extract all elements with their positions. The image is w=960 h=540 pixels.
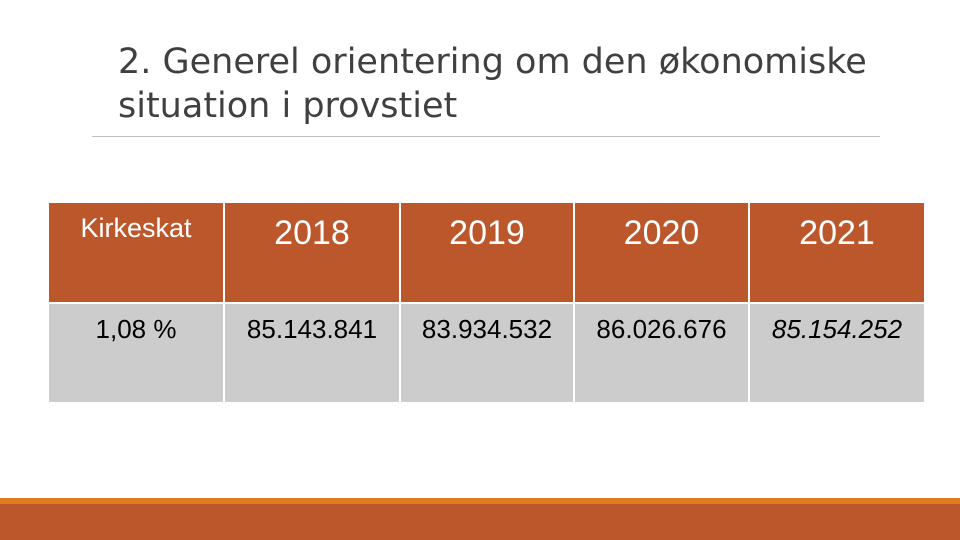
value-2019: 83.934.532 (399, 302, 575, 404)
row-label-cell: 1,08 % (47, 302, 225, 404)
header-year-2019: 2019 (399, 201, 575, 304)
title-divider (92, 136, 880, 137)
header-year-2020: 2020 (573, 201, 750, 304)
footer-bar (0, 504, 960, 540)
header-label-cell: Kirkeskat (47, 201, 225, 304)
table-header-row: Kirkeskat 2018 2019 2020 2021 (47, 201, 926, 304)
header-year-2021: 2021 (748, 201, 926, 304)
slide-title-line-2: situation i provstiet (118, 86, 458, 126)
value-2020: 86.026.676 (573, 302, 750, 404)
header-year-2018: 2018 (223, 201, 401, 304)
slide-title: 2. Generel orientering om den økonomiske… (118, 40, 878, 128)
value-2018: 85.143.841 (223, 302, 401, 404)
footer-accent-bar (0, 498, 960, 504)
value-2021: 85.154.252 (748, 302, 926, 404)
church-tax-table: Kirkeskat 2018 2019 2020 2021 1,08 % 85.… (47, 201, 926, 404)
table-row: 1,08 % 85.143.841 83.934.532 86.026.676 … (47, 302, 926, 404)
slide-title-line-1: 2. Generel orientering om den økonomiske (118, 42, 867, 82)
